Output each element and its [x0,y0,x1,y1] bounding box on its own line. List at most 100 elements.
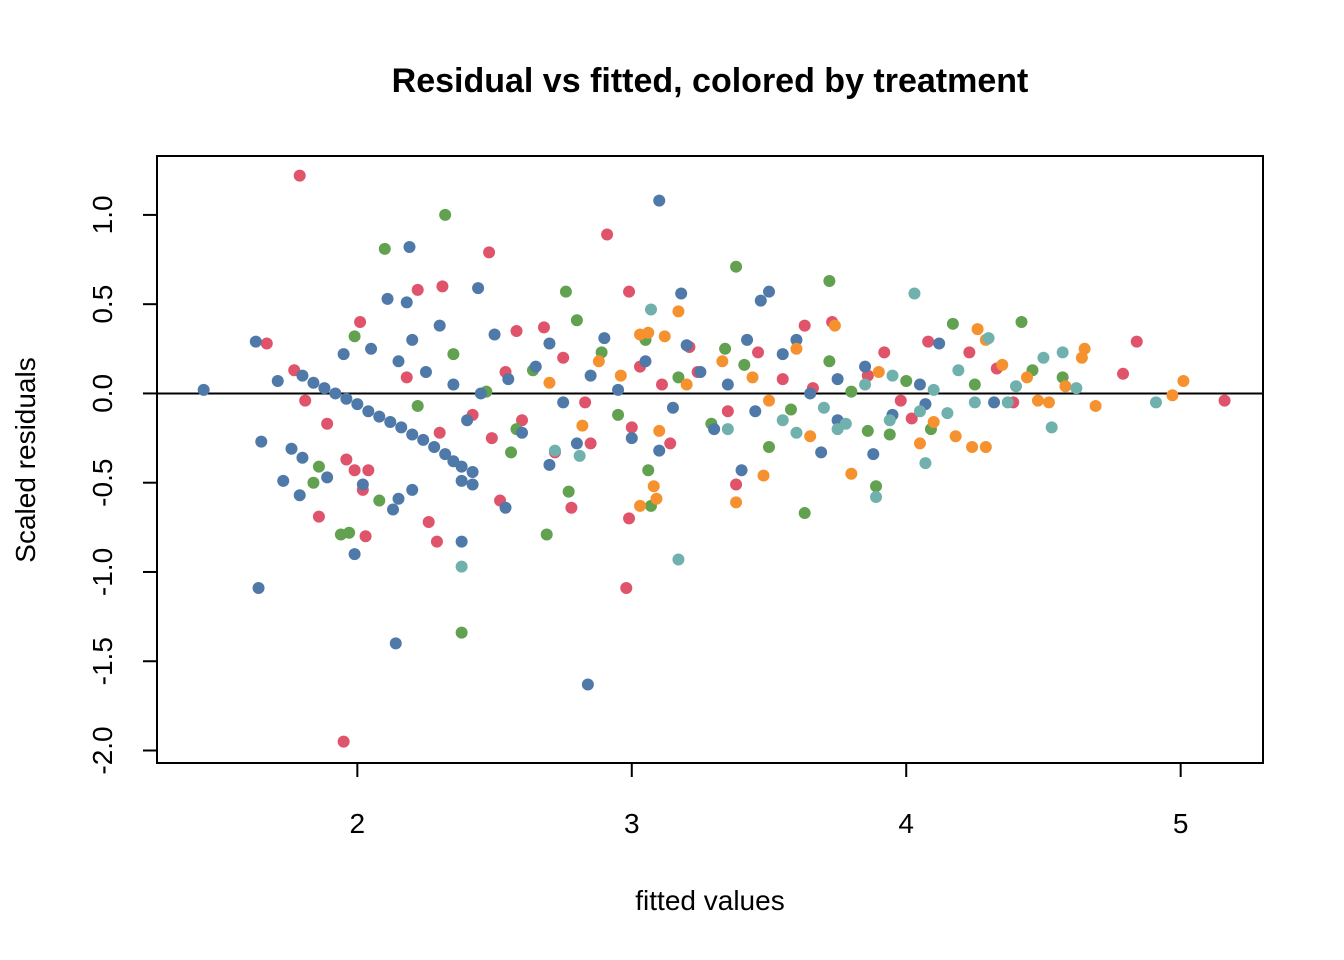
data-point-teal-13 [1001,396,1014,409]
data-point-red-10 [321,417,334,430]
data-point-blue-30 [815,446,828,459]
data-point-blue-62 [612,383,625,396]
data-point-green-11 [343,526,356,539]
data-point-blue-20 [387,503,400,516]
data-point-blue-52 [337,348,350,361]
data-point-blue-79 [741,333,754,346]
data-point-teal-24 [968,396,981,409]
data-point-blue-28 [581,678,594,691]
data-point-blue-27 [499,501,512,514]
y-tick-label: -2.0 [87,726,118,774]
data-point-teal-2 [455,560,468,573]
data-point-red-19 [430,535,443,548]
data-point-teal-1 [908,287,921,300]
data-point-teal-28 [1070,382,1083,395]
data-point-orange-27 [576,419,589,432]
data-point-green-2 [730,260,743,273]
data-point-red-13 [348,464,361,477]
data-point-blue-80 [516,426,529,439]
data-point-blue-7 [754,294,767,307]
data-point-blue-22 [406,483,419,496]
data-point-blue-8 [249,335,262,348]
data-point-teal-20 [721,423,734,436]
data-point-teal-18 [573,449,586,462]
data-point-blue-84 [461,414,474,427]
data-point-blue-45 [406,428,419,441]
data-point-green-15 [798,507,811,520]
data-point-blue-5 [763,285,776,298]
data-point-red-52 [400,371,413,384]
data-point-orange-31 [996,358,1009,371]
data-point-red-1 [601,228,614,241]
data-point-green-14 [540,528,553,541]
data-point-teal-4 [870,490,883,503]
data-point-orange-30 [927,416,940,429]
data-point-teal-9 [913,405,926,418]
data-point-orange-21 [1031,394,1044,407]
data-point-blue-29 [735,464,748,477]
data-point-teal-8 [883,414,896,427]
data-point-blue-75 [488,328,501,341]
data-point-green-5 [1015,316,1028,329]
data-point-blue-71 [859,360,872,373]
data-point-blue-1 [403,241,416,254]
x-tick-label: 3 [624,808,640,839]
data-point-orange-23 [790,342,803,355]
data-point-orange-28 [763,394,776,407]
data-point-blue-17 [321,471,334,484]
data-point-red-31 [922,335,935,348]
data-point-blue-0 [653,194,666,207]
data-point-green-19 [870,480,883,493]
data-point-green-43 [719,342,732,355]
data-point-green-27 [672,371,685,384]
data-point-green-33 [612,408,625,421]
data-point-blue-21 [392,492,405,505]
data-point-red-48 [655,378,668,391]
data-point-orange-36 [949,430,962,443]
data-point-blue-9 [197,383,210,396]
data-point-blue-55 [419,366,432,379]
data-point-red-32 [963,346,976,359]
data-point-blue-37 [318,382,331,395]
data-point-red-47 [579,396,592,409]
x-tick-label: 2 [350,808,366,839]
data-point-teal-16 [1045,421,1058,434]
data-point-red-27 [798,319,811,332]
data-point-blue-78 [680,339,693,352]
data-point-blue-40 [351,398,364,411]
data-point-red-21 [485,432,498,445]
data-point-blue-74 [433,319,446,332]
data-point-red-38 [537,321,550,334]
data-point-blue-39 [340,392,353,405]
data-point-teal-29 [790,426,803,439]
data-point-orange-8 [634,499,647,512]
data-point-blue-68 [776,348,789,361]
data-point-blue-18 [348,548,361,561]
data-point-teal-19 [548,444,561,457]
y-tick-label: 0.5 [87,285,118,324]
y-tick-label: -1.0 [87,548,118,596]
data-point-orange-4 [730,496,743,509]
data-point-blue-69 [804,387,817,400]
data-point-orange-11 [979,441,992,454]
data-point-blue-60 [557,396,570,409]
x-axis-label: fitted values [635,885,784,916]
data-point-teal-11 [952,364,965,377]
data-point-orange-39 [592,355,605,368]
data-point-red-2 [483,246,496,259]
data-point-teal-7 [839,417,852,430]
data-point-blue-85 [406,333,419,346]
data-point-teal-21 [776,414,789,427]
data-point-blue-70 [831,373,844,386]
data-point-blue-19 [356,478,369,491]
x-axis: 2 3 4 5 [350,762,1188,839]
data-point-blue-41 [362,405,375,418]
data-point-orange-9 [845,467,858,480]
data-point-green-37 [823,355,836,368]
data-point-red-22 [620,582,633,595]
data-point-green-36 [763,441,776,454]
data-point-orange-3 [658,330,671,343]
data-point-green-32 [411,399,424,412]
data-point-red-7 [260,337,273,350]
data-point-red-56 [730,478,743,491]
